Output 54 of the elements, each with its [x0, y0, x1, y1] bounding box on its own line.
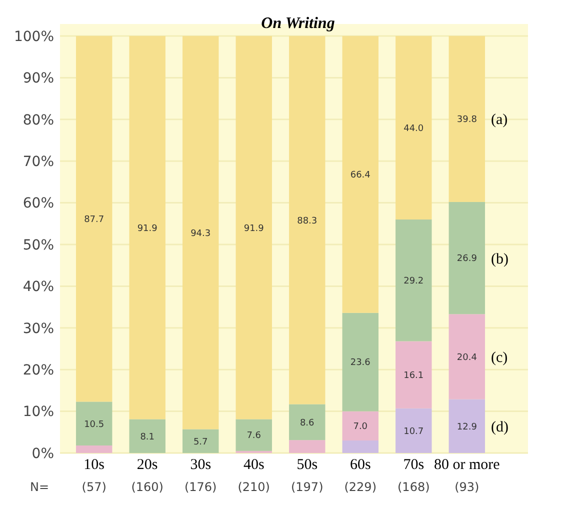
data-label: 26.9 [456, 254, 478, 264]
text: (93) [454, 480, 480, 494]
text: N= [30, 480, 50, 494]
data-label: 39.8 [456, 115, 478, 126]
text: (229) [344, 480, 377, 494]
data-label: 10.5 [84, 420, 104, 430]
y-tick-label: 20% [22, 362, 54, 378]
y-tick-label: 70% [22, 154, 54, 170]
y-tick-label: 90% [22, 70, 54, 87]
x-tick-label: 50s [296, 457, 318, 473]
text: (57) [82, 480, 106, 494]
chart-title: On Writing [261, 15, 335, 32]
y-tick-label: 40% [22, 279, 54, 296]
y-tick-label: 80% [22, 112, 54, 128]
data-label: 29.2 [404, 276, 424, 287]
data-label: 91.9 [244, 224, 264, 234]
data-label: 12.9 [456, 422, 478, 432]
y-tick-label: 60% [22, 196, 54, 212]
data-label: 91.9 [137, 224, 158, 234]
data-label: 10.7 [404, 426, 424, 437]
series-label: (c) [491, 350, 508, 366]
text: (168) [398, 480, 430, 494]
x-tick-label: 70s [403, 457, 424, 473]
y-tick-label: 0% [32, 446, 54, 462]
y-tick-label: 50% [22, 237, 54, 254]
x-tick-label: 80 or more [434, 457, 500, 473]
data-label: 20.4 [456, 352, 478, 363]
data-label: 23.6 [350, 358, 371, 368]
data-label: 7.0 [353, 422, 368, 432]
data-label: 8.6 [300, 418, 315, 428]
data-label: 66.4 [350, 170, 371, 181]
y-tick-label: 100% [14, 28, 54, 45]
text: (160) [131, 480, 164, 494]
data-label: 88.3 [297, 216, 318, 226]
series-label: (d) [491, 419, 509, 436]
x-tick-label: 10s [84, 457, 105, 473]
text: (197) [290, 480, 324, 494]
x-tick-label: 30s [190, 457, 212, 473]
data-label: 94.3 [190, 228, 211, 239]
text: (210) [238, 480, 270, 494]
x-tick-label: 40s [243, 457, 264, 473]
y-tick-label: 30% [22, 320, 54, 337]
data-label: 87.7 [84, 215, 104, 226]
data-label: 8.1 [140, 432, 155, 442]
series-label: (a) [491, 112, 508, 128]
data-label: 7.6 [246, 431, 262, 442]
data-label: 5.7 [193, 437, 208, 448]
data-label: 16.1 [404, 370, 424, 381]
y-tick-label: 10% [22, 404, 54, 420]
x-tick-label: 20s [136, 457, 158, 473]
series-label: (b) [491, 251, 509, 268]
data-label: 44.0 [404, 124, 424, 134]
text: (176) [184, 480, 217, 494]
x-tick-label: 60s [350, 457, 371, 473]
